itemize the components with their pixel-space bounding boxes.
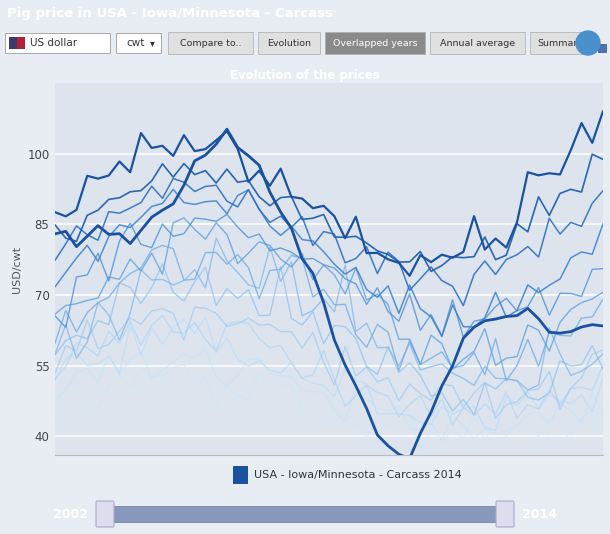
Text: USA - Iowa/Minnesota - Carcass 2014: USA - Iowa/Minnesota - Carcass 2014 bbox=[254, 470, 462, 480]
Bar bbox=[168, 32, 253, 54]
Text: ▾: ▾ bbox=[149, 38, 154, 48]
Text: 0: 0 bbox=[584, 38, 592, 48]
Bar bbox=[430, 32, 525, 54]
Text: 2014: 2014 bbox=[522, 507, 557, 521]
Bar bbox=[116, 33, 161, 53]
Bar bbox=[530, 32, 590, 54]
Bar bbox=[325, 32, 425, 54]
Text: Evolution: Evolution bbox=[267, 38, 311, 48]
Bar bbox=[598, 44, 606, 52]
Text: Annual average: Annual average bbox=[440, 38, 515, 48]
FancyBboxPatch shape bbox=[496, 501, 514, 527]
FancyBboxPatch shape bbox=[96, 501, 114, 527]
Text: US dollar: US dollar bbox=[30, 38, 77, 48]
Bar bbox=[9, 37, 17, 49]
Text: Overlapped years: Overlapped years bbox=[332, 38, 417, 48]
Text: Pig price in USA - Iowa/Minnesota - Carcass: Pig price in USA - Iowa/Minnesota - Carc… bbox=[7, 7, 333, 20]
Bar bbox=[258, 32, 320, 54]
Bar bbox=[233, 466, 248, 484]
Bar bbox=[9, 37, 25, 49]
Bar bbox=[100, 506, 510, 522]
Circle shape bbox=[576, 31, 600, 55]
Text: cwt: cwt bbox=[127, 38, 145, 48]
Text: Compare to..: Compare to.. bbox=[180, 38, 241, 48]
Y-axis label: USD/cwt: USD/cwt bbox=[12, 246, 21, 293]
Bar bbox=[5, 33, 110, 53]
Text: Summary: Summary bbox=[537, 38, 583, 48]
Text: 2002: 2002 bbox=[53, 507, 88, 521]
Text: Evolution of the prices: Evolution of the prices bbox=[230, 69, 380, 82]
